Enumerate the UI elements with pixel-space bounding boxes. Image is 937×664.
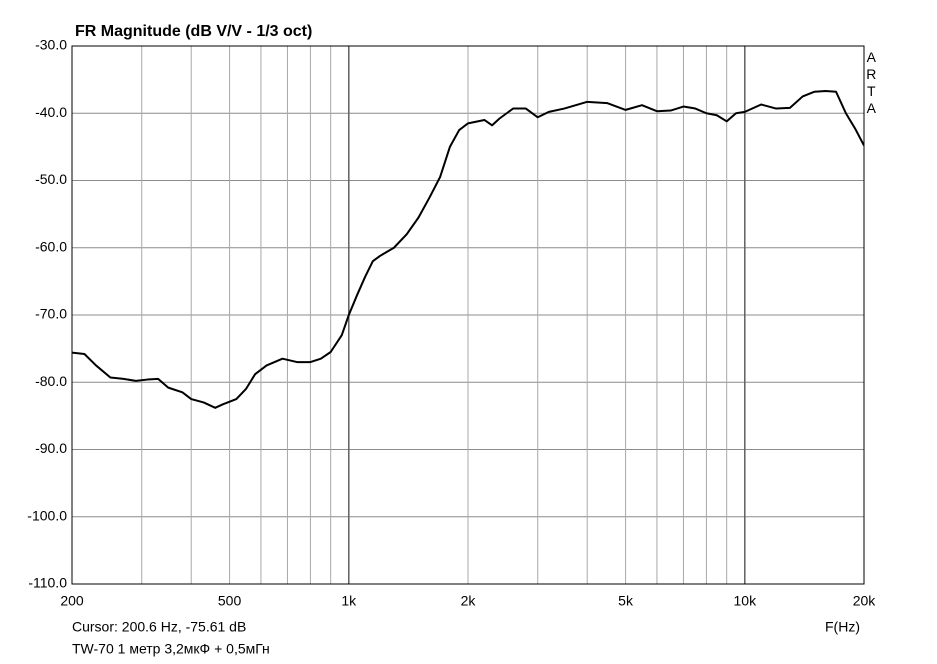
y-tick-label: -80.0 [35, 373, 67, 389]
y-tick-label: -40.0 [35, 104, 67, 120]
x-tick-label: 1k [341, 593, 357, 609]
response-line [72, 90, 864, 409]
x-tick-label: 10k [734, 593, 758, 609]
x-tick-label: 5k [618, 593, 634, 609]
side-label: ARTA [863, 49, 879, 117]
x-tick-label: 500 [218, 593, 242, 609]
cursor-text: Cursor: 200.6 Hz, -75.61 dB [72, 619, 246, 635]
x-axis-label: F(Hz) [825, 619, 860, 635]
plot-frame [71, 45, 865, 585]
x-tick-label: 2k [461, 593, 477, 609]
y-tick-label: -70.0 [35, 306, 67, 322]
x-tick-label: 20k [853, 593, 877, 609]
chart-title: FR Magnitude (dB V/V - 1/3 oct) [75, 23, 312, 40]
x-tick-label: 200 [60, 593, 84, 609]
caption: TW-70 1 метр 3,2мкФ + 0,5мГн [72, 641, 270, 657]
y-tick-label: -50.0 [35, 171, 67, 187]
y-tick-label: -90.0 [35, 440, 67, 456]
y-tick-label: -110.0 [28, 575, 67, 591]
y-tick-label: -100.0 [27, 507, 67, 523]
y-tick-label: -30.0 [35, 37, 67, 53]
y-tick-label: -60.0 [35, 238, 67, 254]
